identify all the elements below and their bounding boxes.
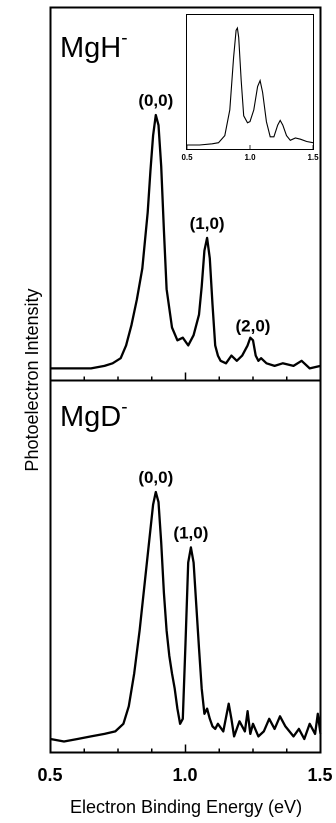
peak-label-1-0: (1,0) xyxy=(173,523,208,542)
peak-label-0-0: (0,0) xyxy=(138,91,173,110)
inset-tick-label-1.0: 1.0 xyxy=(244,153,256,162)
panel-label-mgd: MgD- xyxy=(60,397,128,433)
peak-label-0-0: (0,0) xyxy=(138,468,173,487)
mgd-spectrum-line xyxy=(50,490,322,743)
panel-mgd: MgD- (0,0) (1,0) xyxy=(50,397,322,743)
inset-spectrum-line xyxy=(187,26,314,146)
inset-frame xyxy=(186,14,314,150)
inset-tick-label-1.5: 1.5 xyxy=(307,153,319,162)
x-axis-ticks xyxy=(49,372,322,753)
peak-label-1-0: (1,0) xyxy=(190,214,225,233)
x-tick-label-1.0: 1.0 xyxy=(172,765,197,785)
x-tick-label-0.5: 0.5 xyxy=(37,765,62,785)
inset-x-ticks xyxy=(186,145,314,150)
inset-chart: 0.5 1.0 1.5 xyxy=(181,14,319,162)
mgh-spectrum-line xyxy=(50,113,321,370)
panel-label-mgh: MgH- xyxy=(60,28,128,64)
bottom-panel-frame xyxy=(49,379,322,754)
inset-tick-label-0.5: 0.5 xyxy=(181,153,193,162)
x-axis-label: Electron Binding Energy (eV) xyxy=(70,797,302,817)
y-axis-label: Photoelectron Intensity xyxy=(22,288,42,471)
panel-mgh: MgH- (0,0) (1,0) (2,0) 0.5 1.0 1.5 xyxy=(50,14,321,370)
x-tick-label-1.5: 1.5 xyxy=(307,765,332,785)
peak-label-2-0: (2,0) xyxy=(236,316,271,335)
